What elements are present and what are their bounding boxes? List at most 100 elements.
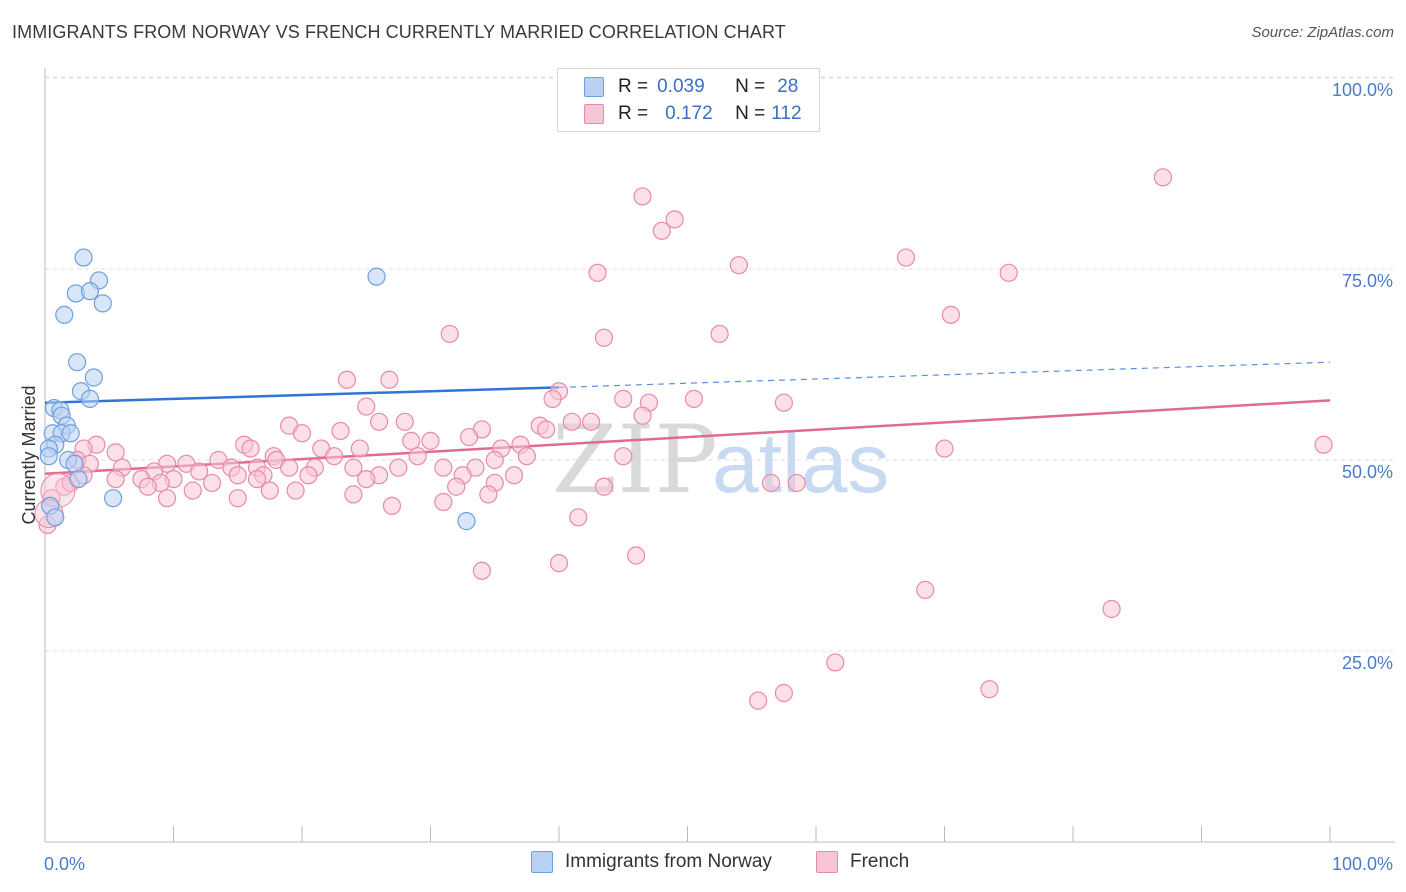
norway-point [46,508,65,527]
gridlines [45,76,1395,652]
norway-point [68,353,87,372]
norway-point [104,489,123,508]
y-tick-label: 75.0% [1342,271,1393,291]
french-point [594,477,614,496]
french-point [228,489,247,508]
french-point [479,485,498,504]
french-point [537,420,556,439]
y-tick-label: 100.0% [1332,80,1393,100]
french-point [241,439,260,458]
legend-n-value: 28 [777,76,799,97]
french-point [684,389,704,408]
french-point [247,470,267,489]
french-point [652,221,671,240]
legend-r-value: 0.039 [657,76,705,97]
french-point [999,263,1018,282]
french-point [633,406,652,425]
legend-swatch-french [584,104,604,124]
legend-r-value: 0.172 [665,103,713,124]
french-point [1314,435,1333,454]
french-point [761,473,781,493]
french-point [569,508,588,527]
bottom-legend-french: French [816,851,909,873]
french-point [260,481,279,500]
norway-points [39,248,476,531]
french-point [286,481,305,500]
norway-point [367,267,386,286]
french-point [440,324,459,344]
french-point [380,370,399,389]
norway-point [74,248,93,267]
french-point [896,248,916,267]
french-point [280,458,299,477]
norway-point [61,424,80,443]
norway-point [80,282,100,301]
norway-point [39,447,58,466]
french-point [665,210,684,229]
french-point [337,370,357,389]
french-point [106,443,125,462]
french-point [594,328,614,347]
french-point [292,424,312,443]
bottom-swatch-norway [531,851,553,873]
norway-point [84,368,103,387]
french-point [344,485,363,504]
french-point [485,450,504,470]
x-tick-label-left: 0.0% [44,854,85,874]
french-point [626,546,646,565]
french-point [582,412,601,431]
french-point [157,489,177,508]
chart-title: IMMIGRANTS FROM NORWAY VS FRENCH CURRENT… [12,22,786,42]
french-point [543,389,562,408]
french-point [729,256,749,275]
legend-n-label: N = [735,76,766,97]
french-point [774,683,793,703]
legend-n-value: 112 [771,103,802,124]
french-point [447,477,466,496]
french-point [434,492,453,512]
french-point [749,691,768,710]
french-point [980,680,999,699]
french-point [826,653,845,672]
french-point [504,466,524,485]
norway-point [80,389,100,408]
french-point [357,470,376,489]
french-point [421,431,440,450]
norway-point [69,470,88,489]
y-tick-label: 25.0% [1342,653,1393,673]
norway-point [93,294,112,313]
french-point [190,462,209,481]
french-point [710,324,729,344]
norway-point [457,512,476,531]
norway-trend-line [44,386,560,404]
y-axis-title: Currently Married [19,385,39,524]
french-point [1102,599,1121,619]
french-point [183,481,202,500]
french-point [350,439,369,458]
french-point [370,412,389,431]
french-point [549,554,569,573]
french-point [774,393,793,412]
french-point [331,421,350,441]
legend-swatch-norway [584,77,604,97]
french-point [395,412,414,431]
norway-point [55,305,74,324]
source-label: Source: ZipAtlas.com [1251,24,1394,41]
french-point [472,561,491,580]
norway-trend-extension [558,361,1331,389]
legend-n-label: N = [735,103,766,124]
stats-legend: R = 0.039 N = 28 R = 0.172 N = 112 [557,68,820,132]
french-point [562,412,581,431]
legend-r-label: R = [618,76,649,97]
french-point [228,466,247,485]
legend-r-label: R = [618,103,649,124]
bottom-label-french: French [850,851,910,872]
french-point [614,447,633,466]
french-point [325,447,344,466]
french-point [389,458,408,477]
french-point [459,427,479,447]
french-point [935,439,954,458]
french-point [588,263,607,282]
french-point [357,397,376,416]
french-point [138,477,157,496]
